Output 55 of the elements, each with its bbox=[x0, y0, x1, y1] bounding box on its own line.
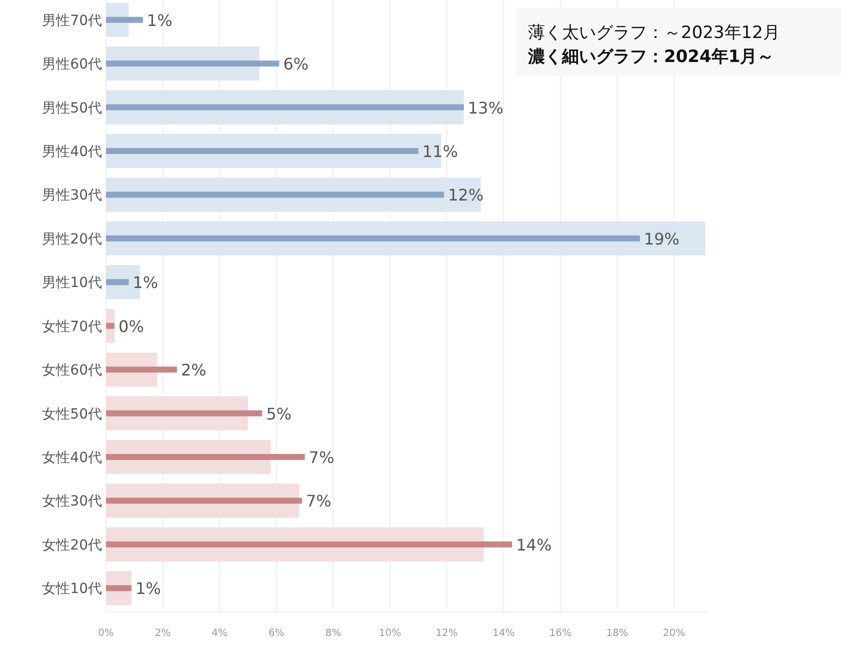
data-label: 0% bbox=[118, 316, 144, 336]
bar bbox=[106, 585, 132, 592]
y-tick-label: 女性60代 bbox=[42, 362, 102, 379]
x-tick-label: 12% bbox=[436, 628, 458, 639]
y-tick-label: 男性20代 bbox=[42, 231, 102, 248]
x-tick-label: 10% bbox=[378, 628, 402, 639]
bar bbox=[106, 192, 444, 198]
data-label: 14% bbox=[516, 535, 552, 554]
x-tick-label: 8% bbox=[325, 628, 342, 639]
x-tick-label: 16% bbox=[549, 628, 572, 639]
data-label: 11% bbox=[422, 142, 458, 161]
data-label: 5% bbox=[266, 404, 292, 424]
bar bbox=[106, 235, 640, 242]
data-label: 12% bbox=[448, 186, 484, 205]
y-tick-label: 男性50代 bbox=[42, 100, 102, 116]
bar bbox=[106, 16, 143, 23]
annotation: 濃く細いグラフ：2024年1月～ bbox=[527, 47, 774, 67]
y-tick-label: 男性10代 bbox=[42, 275, 102, 292]
y-tick-label: 男性70代 bbox=[42, 12, 102, 29]
bar bbox=[106, 322, 115, 329]
bar bbox=[106, 410, 262, 416]
bar bbox=[106, 104, 464, 110]
bar bbox=[106, 60, 280, 67]
annotation: 薄く太いグラフ：～2023年12月 bbox=[528, 23, 780, 43]
data-label: 13% bbox=[468, 98, 504, 118]
x-tick-label: 18% bbox=[606, 628, 628, 639]
y-tick-label: 女性70代 bbox=[42, 318, 102, 335]
data-label: 1% bbox=[136, 579, 161, 598]
y-tick-label: 男性40代 bbox=[42, 144, 102, 160]
bar bbox=[106, 498, 302, 504]
x-tick-label: 6% bbox=[268, 628, 284, 639]
bar bbox=[106, 148, 418, 154]
y-tick-label: 女性50代 bbox=[42, 406, 102, 422]
y-tick-label: 女性20代 bbox=[42, 537, 102, 554]
bar bbox=[106, 279, 129, 286]
x-tick-label: 20% bbox=[662, 628, 686, 639]
data-label: 2% bbox=[181, 360, 206, 380]
y-tick-label: 女性30代 bbox=[42, 494, 102, 510]
data-label: 19% bbox=[644, 229, 680, 248]
y-tick-label: 女性10代 bbox=[42, 581, 102, 598]
x-tick-label: 4% bbox=[212, 628, 228, 639]
y-tick-label: 男性60代 bbox=[42, 56, 102, 73]
x-tick-label: 0% bbox=[98, 628, 114, 639]
data-label: 7% bbox=[308, 448, 334, 467]
bar bbox=[106, 366, 177, 373]
bar bbox=[106, 541, 512, 548]
x-tick-label: 14% bbox=[492, 628, 515, 639]
y-tick-label: 女性40代 bbox=[42, 450, 102, 466]
data-label: 1% bbox=[132, 273, 158, 292]
y-tick-label: 男性30代 bbox=[42, 188, 102, 204]
data-label: 7% bbox=[306, 492, 332, 511]
data-label: 6% bbox=[283, 54, 309, 74]
x-tick-label: 2% bbox=[154, 628, 171, 639]
data-label: 1% bbox=[146, 10, 172, 30]
bar bbox=[106, 454, 305, 460]
